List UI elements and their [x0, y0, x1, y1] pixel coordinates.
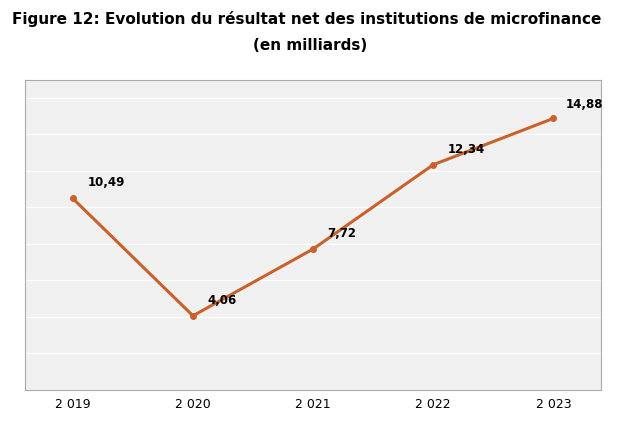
Text: 12,34: 12,34 [448, 143, 485, 155]
Text: (en milliards): (en milliards) [253, 38, 367, 53]
Text: 10,49: 10,49 [87, 176, 125, 189]
Text: 7,72: 7,72 [327, 227, 356, 240]
Text: 4,06: 4,06 [207, 294, 237, 307]
Text: 14,88: 14,88 [565, 98, 603, 111]
Text: Figure 12: Evolution du résultat net des institutions de microfinance: Figure 12: Evolution du résultat net des… [12, 11, 602, 27]
